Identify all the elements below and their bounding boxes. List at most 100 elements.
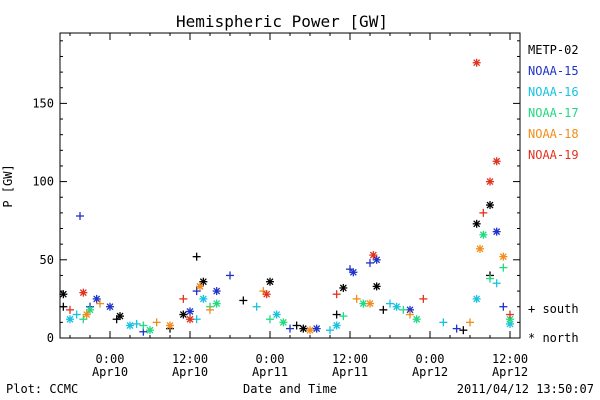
data-point-north [392,302,401,311]
data-point-north [262,290,271,299]
marker-legend: + south * north [528,302,579,345]
data-point-south [252,302,261,311]
legend-entry: NOAA-17 [528,106,579,120]
data-point-south [439,318,448,327]
data-point-north [212,287,221,296]
data-point-north [266,277,274,286]
y-tick-label: 0 [47,331,54,345]
data-point-north [166,321,174,330]
x-tick-label-time: 0:00 [416,352,445,366]
marker-legend-entry: * north [528,331,579,345]
legend-entry: NOAA-16 [528,85,579,99]
data-point-north [306,326,314,335]
data-point-north [366,299,374,308]
data-point-south [72,310,81,319]
data-point-north [79,288,88,297]
data-point-north [472,294,481,303]
y-tick-label: 50 [40,253,54,267]
y-tick-label: 150 [32,96,54,110]
data-point-south [479,208,488,217]
data-point-north [332,321,341,330]
data-point-south [192,287,201,296]
data-point-south [239,296,248,305]
data-point-north [369,251,378,260]
data-point-north [86,305,94,314]
data-point-south [339,312,348,321]
legend: METP-02 NOAA-15 NOAA-16 NOAA-17 NOAA-18 NOAA-… [528,43,579,162]
legend-entry: NOAA-18 [528,127,579,141]
data-point-south [499,263,508,272]
data-point-south [386,299,394,308]
data-point-north [179,310,188,319]
data-point-south [332,310,341,319]
data-point-north [492,227,501,236]
y-axis: 0 50 100 150 [32,40,520,345]
data-point-south [76,212,84,220]
data-point-north [199,294,208,303]
data-point-south [419,294,428,303]
y-tick-label: 100 [32,175,54,189]
data-point-north [186,307,194,316]
data-point-north [486,201,494,210]
x-tick-label-time: 12:00 [172,352,208,366]
data-point-south [486,274,494,283]
data-point-south [399,305,408,314]
data-point-south [179,294,188,303]
data-point-north [92,294,101,303]
data-point-south [266,315,274,324]
data-point-north [486,177,494,186]
data-point-south [366,258,374,267]
data-point-north [106,302,114,311]
data-point-north [186,315,194,324]
legend-entry: METP-02 [528,43,579,57]
data-point-south [139,321,148,330]
x-tick-label-date: Apr11 [252,365,288,379]
data-point-south [66,305,74,314]
y-axis-label: P [GW] [1,164,15,207]
data-point-south [466,318,474,327]
data-point-south [292,321,301,330]
data-point-north [312,324,321,333]
data-point-north [492,157,501,166]
data-point-north [199,277,208,286]
marker-legend-entry: + south [528,302,579,316]
data-point-north [126,321,134,330]
x-tick-label-time: 0:00 [96,352,125,366]
data-point-north [499,252,508,261]
plot-frame [59,32,521,339]
data-point-north [196,282,204,291]
data-point-south [326,326,334,335]
data-point-south [406,310,414,319]
x-axis: 0:00Apr1012:00Apr100:00Apr1112:00Apr110:… [69,33,528,379]
data-point-north [349,268,358,277]
data-point-north [472,219,481,228]
data-point-north [339,283,348,292]
data-point-north [116,312,124,321]
data-point-south [152,318,161,327]
x-axis-label: Date and Time [243,382,337,396]
x-tick-label-date: Apr10 [172,365,208,379]
data-point-south [79,315,88,324]
data-point-north [476,244,484,253]
data-point-south [192,252,201,261]
data-point-north [59,290,68,299]
data-points [59,58,514,336]
x-tick-label-date: Apr10 [92,365,128,379]
x-tick-label-date: Apr12 [492,365,528,379]
data-point-south [286,324,294,333]
data-point-south [332,290,341,299]
data-point-south [226,271,234,280]
data-point-south [452,324,461,333]
data-point-north [66,315,74,324]
legend-entry: NOAA-19 [528,148,579,162]
footer-timestamp: 2011/04/12 13:50:07 [457,382,594,396]
data-point-north [412,315,421,324]
data-point-south [96,299,104,308]
data-point-south [492,279,501,288]
chart-title: Hemispheric Power [GW] [176,12,388,31]
data-point-north [479,230,488,239]
data-point-south [132,319,141,328]
data-point-south [352,294,361,303]
legend-entry: NOAA-15 [528,64,579,78]
